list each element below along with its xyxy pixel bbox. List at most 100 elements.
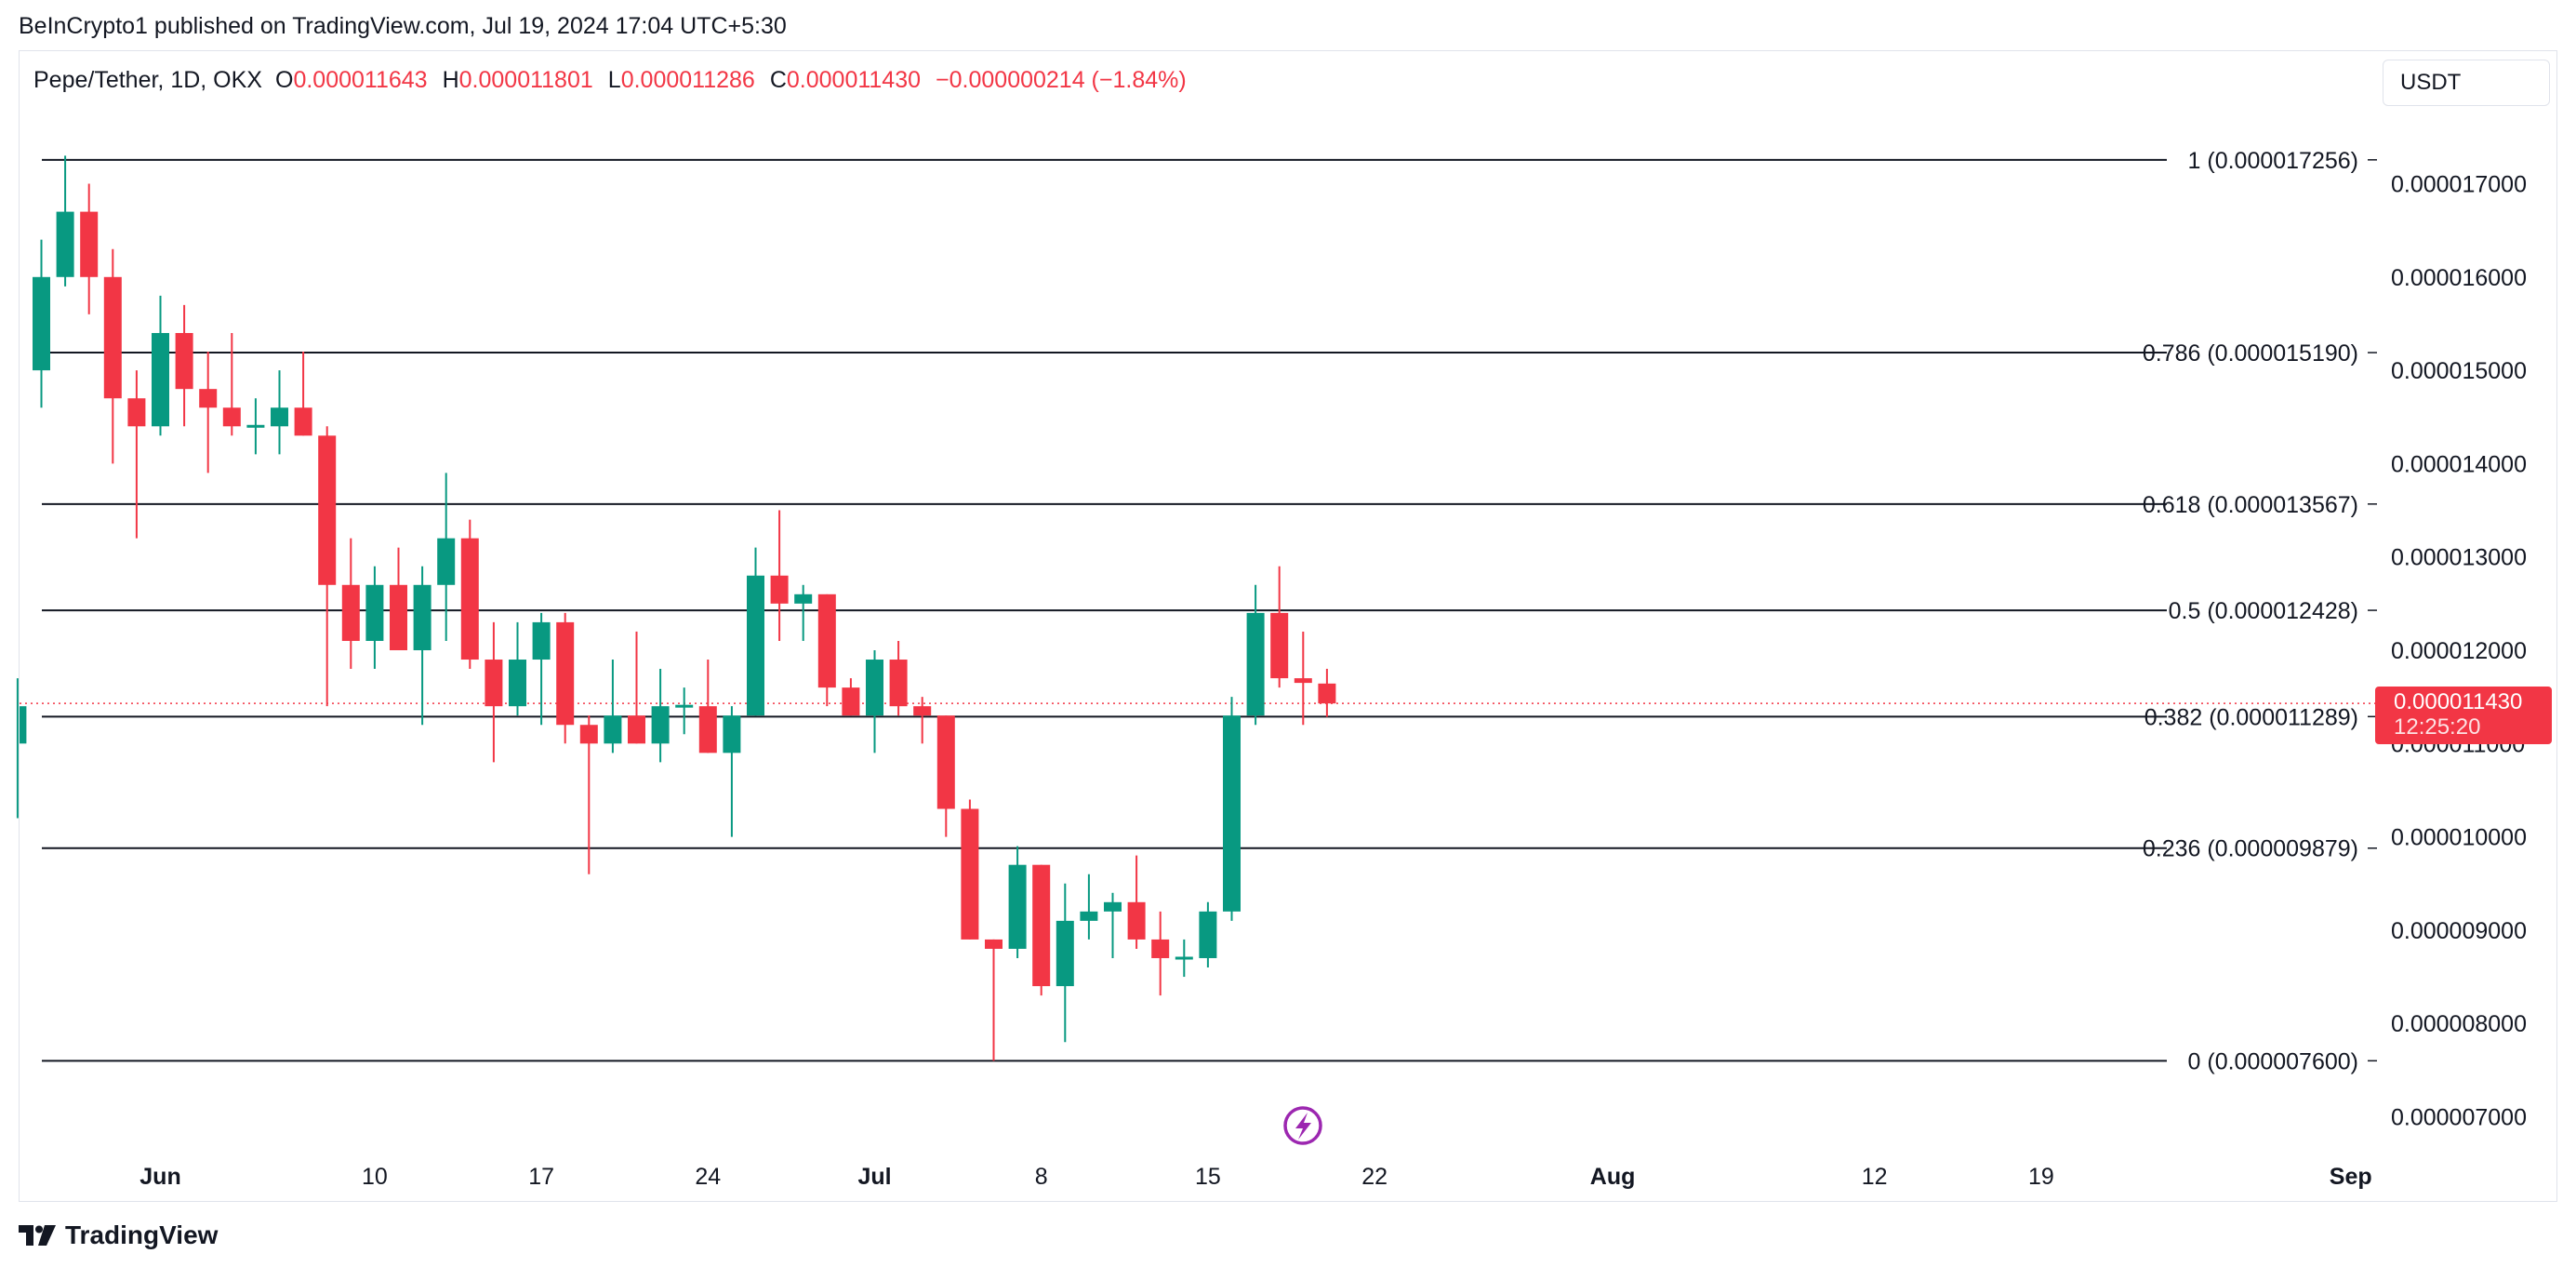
candle-53	[1270, 566, 1289, 688]
candle-22	[532, 612, 551, 726]
time-axis[interactable]: Jun 10 17 24 Jul 8 15 22 Aug 12 19 Sep	[139, 1164, 2371, 1190]
fib-label-1: 0.786 (0.000015190)	[2143, 340, 2358, 367]
open-value: 0.000011643	[293, 67, 428, 93]
candle-body	[556, 621, 575, 726]
candle-body	[794, 593, 813, 604]
candle-body	[175, 332, 193, 390]
candle-body	[579, 725, 598, 744]
candle-body	[318, 435, 337, 585]
last-price-tag: 0.000011430 12:25:20	[2375, 687, 2552, 744]
candle-49	[1175, 939, 1193, 978]
candle-36	[866, 650, 883, 754]
currency-button[interactable]: USDT	[2383, 60, 2550, 106]
candle-body	[1318, 683, 1336, 704]
candle-46	[1104, 892, 1122, 958]
candle-15	[365, 566, 384, 670]
low-label: L	[607, 67, 621, 93]
candle-body	[1056, 920, 1074, 987]
candle-body	[770, 575, 789, 604]
time-tick-label: 10	[362, 1164, 388, 1190]
candle-body	[246, 424, 265, 428]
high-label: H	[442, 67, 459, 93]
candle-body	[817, 593, 836, 688]
candle-body	[628, 715, 645, 744]
candle-6	[152, 295, 169, 436]
candle-body	[1175, 956, 1193, 960]
candle-11	[271, 370, 288, 455]
price-axis[interactable]: 0.000017000 0.000016000 0.000015000 0.00001…	[2391, 172, 2527, 1131]
lightning-icon[interactable]	[1283, 1106, 1322, 1145]
candle-28	[675, 687, 694, 735]
candle-body	[20, 706, 27, 744]
price-tick-label: 0.000014000	[2391, 451, 2527, 477]
high-value: 0.000011801	[458, 67, 593, 93]
time-tick-label: Jun	[139, 1164, 180, 1190]
time-tick-label: 15	[1195, 1164, 1221, 1190]
change-value: −0.000000214 (−1.84%)	[936, 67, 1187, 93]
time-tick-label: Jul	[857, 1164, 891, 1190]
candle-body	[889, 660, 908, 707]
candle-body	[651, 706, 670, 744]
candle-38	[913, 697, 932, 744]
candle-body	[365, 584, 384, 641]
candle-41	[985, 939, 1003, 1061]
candle-43	[1032, 864, 1051, 996]
candle-9	[222, 332, 241, 436]
candle-42	[1008, 846, 1027, 958]
candle-47	[1127, 855, 1146, 949]
candle-body	[723, 715, 741, 754]
candle-body	[152, 332, 169, 427]
candle-30	[723, 706, 741, 837]
tradingview-wordmark: TradingView	[65, 1220, 219, 1249]
publisher-attribution: BeInCrypto1 published on TradingView.com…	[19, 13, 787, 39]
time-tick-label: 8	[1035, 1164, 1048, 1190]
candle-body	[1104, 901, 1122, 912]
price-tick-label: 0.000016000	[2391, 265, 2527, 291]
candle-body	[1246, 612, 1265, 716]
candle-2	[56, 155, 74, 287]
candle-body	[747, 575, 764, 716]
candle-body	[437, 538, 456, 585]
price-tick-label: 0.000012000	[2391, 638, 2527, 664]
symbol-legend: Pepe/Tether, 1D, OKX O 0.000011643 H 0.0…	[33, 67, 1187, 94]
candle-14	[341, 538, 360, 670]
time-tick-label: Sep	[2330, 1164, 2372, 1190]
candle-body	[985, 939, 1003, 949]
candle-29	[698, 660, 717, 754]
candle-body	[103, 276, 122, 399]
candle-48	[1151, 911, 1170, 996]
price-tick-label: 0.000013000	[2391, 545, 2527, 571]
fib-label-6: 0 (0.000007600)	[2188, 1048, 2358, 1074]
candle-10	[246, 398, 265, 455]
candles	[16, 155, 1336, 1061]
price-tick-label: 0.000009000	[2391, 918, 2527, 944]
candle-26	[628, 631, 645, 744]
tradingview-logo[interactable]: TradingView	[19, 1220, 218, 1250]
candle-body	[509, 660, 526, 707]
candle-52	[1246, 584, 1265, 726]
time-tick-label: 19	[2028, 1164, 2054, 1190]
symbol-name[interactable]: Pepe/Tether, 1D, OKX	[33, 67, 262, 93]
candle-51	[1223, 697, 1241, 921]
price-tick-label: 0.000008000	[2391, 1011, 2527, 1037]
candle-23	[556, 612, 575, 744]
candle-body	[1032, 864, 1051, 987]
last-price-value: 0.000011430	[2394, 689, 2523, 714]
candle-body	[675, 704, 694, 708]
fib-label-2: 0.618 (0.000013567)	[2143, 492, 2358, 518]
candle-body	[33, 276, 50, 371]
close-value: 0.000011430	[786, 67, 922, 93]
candle-54	[1294, 631, 1312, 726]
candle-40	[961, 799, 979, 940]
candle-body	[390, 584, 407, 650]
candle-body	[294, 407, 312, 436]
time-tick-label: 24	[695, 1164, 721, 1190]
candle-body	[1294, 678, 1312, 684]
candle-body	[1223, 715, 1241, 912]
candle-body	[1199, 911, 1217, 958]
candle-13	[318, 426, 337, 707]
candle-body	[80, 211, 99, 277]
candle-body	[222, 407, 241, 427]
candle-body	[341, 584, 360, 641]
